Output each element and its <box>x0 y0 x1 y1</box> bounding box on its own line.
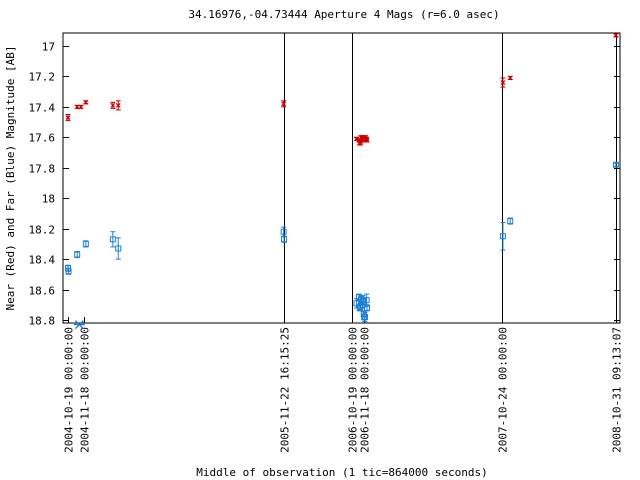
y-tick-label: 18.4 <box>29 254 56 267</box>
near-data-point <box>500 80 506 85</box>
near-data-point <box>74 104 80 110</box>
y-tick-label: 17.8 <box>29 163 56 176</box>
far-data-point <box>65 265 71 272</box>
near-data-point <box>65 115 71 120</box>
near-data-point <box>364 137 370 143</box>
near-data-point <box>83 99 89 105</box>
y-tick-label: 17.6 <box>29 132 56 145</box>
far-data-point <box>364 304 370 311</box>
x-axis: 2004-10-19 00:00:00 2004-11-18 00:00:00 20… <box>63 317 624 453</box>
y-tick-label: 18.2 <box>29 224 56 237</box>
far-data-point <box>361 313 368 320</box>
far-data-point <box>353 300 360 307</box>
plot-frame <box>62 32 621 324</box>
error-bars <box>65 33 619 323</box>
y-axis-label: Near (Red) and Far (Blue) Magnitude [AB] <box>4 46 17 311</box>
far-data-point <box>82 240 89 247</box>
far-data-point <box>65 268 72 275</box>
y-axis: 17 17.2 17.4 17.6 17.8 18 18.2 18.4 18.6 18.8 <box>29 41 620 328</box>
y-tick-label: 18.6 <box>29 285 56 298</box>
far-data-point <box>280 228 287 235</box>
segment-dividers <box>284 33 617 323</box>
near-data-point <box>78 104 84 110</box>
y-tick-label: 18.8 <box>29 315 56 328</box>
far-data-point <box>360 298 367 305</box>
near-data-point <box>281 101 287 107</box>
far-data-point <box>363 297 370 304</box>
y-tick-label: 17.4 <box>29 102 56 115</box>
y-tick-label: 17 <box>42 41 55 54</box>
y-tick-label: 18 <box>42 193 55 206</box>
x-tick-label: 2004-11-18 00:00:00 <box>79 327 92 453</box>
near-data-point <box>110 102 116 108</box>
near-data-point <box>115 102 121 108</box>
far-data-point <box>612 161 619 168</box>
x-tick-label: 2008-10-31 09:13:07 <box>611 327 624 453</box>
far-data-point <box>74 251 81 258</box>
far-data-point <box>115 245 122 252</box>
far-data-point <box>281 236 288 243</box>
x-tick-label: 2006-10-19 00:00:00 <box>347 327 360 453</box>
far-data-point <box>109 236 116 243</box>
near-data-point <box>613 32 619 38</box>
chart-title: 34.16976,-04.73444 Aperture 4 Mags (r=6.… <box>188 8 499 21</box>
far-data-point <box>499 233 506 240</box>
x-axis-label: Middle of observation (1 tic=864000 seco… <box>196 466 487 479</box>
y-tick-label: 17.2 <box>29 71 56 84</box>
data-points <box>65 32 619 329</box>
x-tick-label: 2005-11-22 16:15:25 <box>279 327 292 453</box>
x-tick-label: 2007-10-24 00:00:00 <box>497 327 510 453</box>
near-data-point <box>507 75 513 81</box>
far-data-point <box>507 218 514 225</box>
x-tick-label: 2004-10-19 00:00:00 <box>63 327 76 453</box>
near-data-point <box>354 136 359 142</box>
asterisk-marker <box>73 320 85 329</box>
x-tick-label: 2006-11-18 00:00:00 <box>359 327 372 453</box>
far-data-point <box>360 310 367 317</box>
